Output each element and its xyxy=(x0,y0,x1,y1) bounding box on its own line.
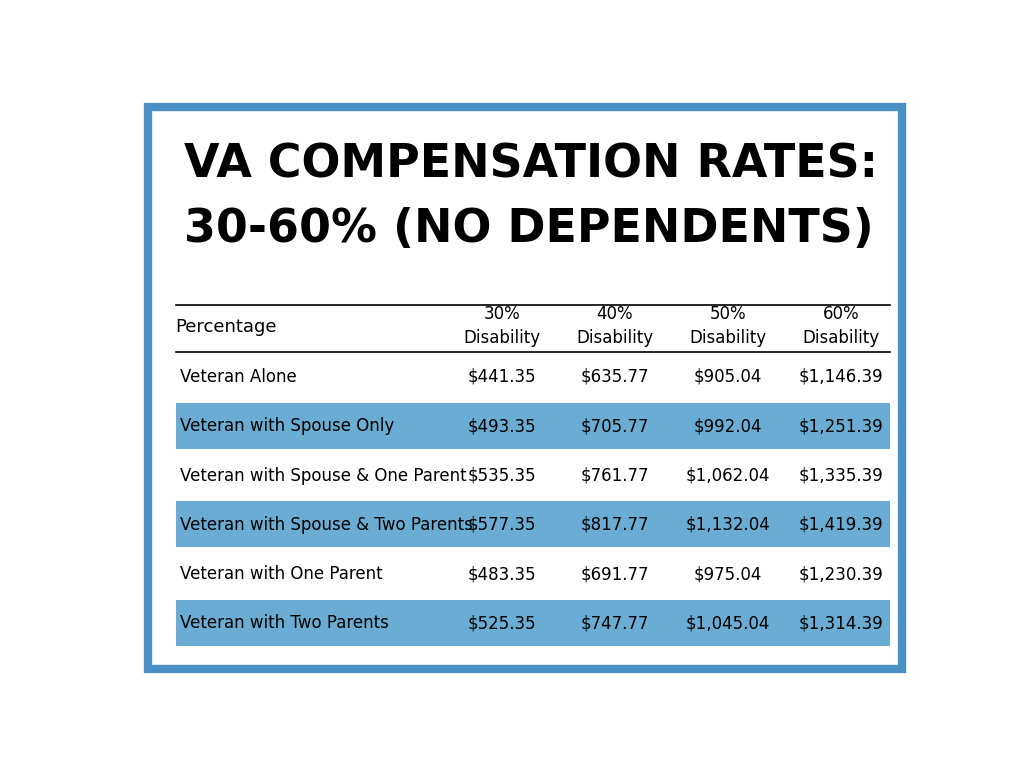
FancyBboxPatch shape xyxy=(176,502,890,547)
Text: Disability: Disability xyxy=(689,329,767,347)
FancyBboxPatch shape xyxy=(147,107,902,669)
Text: $747.77: $747.77 xyxy=(581,614,649,632)
Text: Veteran with Spouse & One Parent: Veteran with Spouse & One Parent xyxy=(179,466,466,485)
Text: $817.77: $817.77 xyxy=(581,516,649,534)
Text: 40%: 40% xyxy=(597,305,633,323)
Text: $1,146.39: $1,146.39 xyxy=(799,368,884,386)
Text: Percentage: Percentage xyxy=(176,318,278,336)
Text: Veteran with Two Parents: Veteran with Two Parents xyxy=(179,614,388,632)
Text: 50%: 50% xyxy=(710,305,746,323)
Text: $441.35: $441.35 xyxy=(467,368,536,386)
Text: $1,335.39: $1,335.39 xyxy=(799,466,884,485)
Text: Disability: Disability xyxy=(463,329,541,347)
Text: VA COMPENSATION RATES:: VA COMPENSATION RATES: xyxy=(183,142,878,187)
Text: Veteran with Spouse & Two Parents: Veteran with Spouse & Two Parents xyxy=(179,516,472,534)
Text: 60%: 60% xyxy=(823,305,859,323)
Text: $1,062.04: $1,062.04 xyxy=(686,466,770,485)
Text: $761.77: $761.77 xyxy=(581,466,649,485)
FancyBboxPatch shape xyxy=(176,403,890,449)
Text: $1,230.39: $1,230.39 xyxy=(799,565,884,583)
Text: Veteran Alone: Veteran Alone xyxy=(179,368,296,386)
Text: $975.04: $975.04 xyxy=(694,565,762,583)
Text: $1,132.04: $1,132.04 xyxy=(686,516,770,534)
Text: $1,045.04: $1,045.04 xyxy=(686,614,770,632)
Text: $577.35: $577.35 xyxy=(468,516,536,534)
Text: $525.35: $525.35 xyxy=(467,614,536,632)
Text: $1,314.39: $1,314.39 xyxy=(799,614,884,632)
Text: Veteran with Spouse Only: Veteran with Spouse Only xyxy=(179,417,394,435)
Text: $535.35: $535.35 xyxy=(467,466,536,485)
Text: 30%: 30% xyxy=(483,305,520,323)
Text: Disability: Disability xyxy=(577,329,653,347)
Text: $705.77: $705.77 xyxy=(581,417,649,435)
Text: $1,419.39: $1,419.39 xyxy=(799,516,884,534)
Text: $635.77: $635.77 xyxy=(581,368,649,386)
Text: Disability: Disability xyxy=(803,329,880,347)
Text: $905.04: $905.04 xyxy=(694,368,762,386)
Text: $483.35: $483.35 xyxy=(467,565,536,583)
Text: 30-60% (NO DEPENDENTS): 30-60% (NO DEPENDENTS) xyxy=(183,207,873,253)
Text: Veteran with One Parent: Veteran with One Parent xyxy=(179,565,382,583)
Text: $691.77: $691.77 xyxy=(581,565,649,583)
Text: $493.35: $493.35 xyxy=(467,417,536,435)
Text: $1,251.39: $1,251.39 xyxy=(799,417,884,435)
Text: $992.04: $992.04 xyxy=(694,417,762,435)
FancyBboxPatch shape xyxy=(176,600,890,646)
